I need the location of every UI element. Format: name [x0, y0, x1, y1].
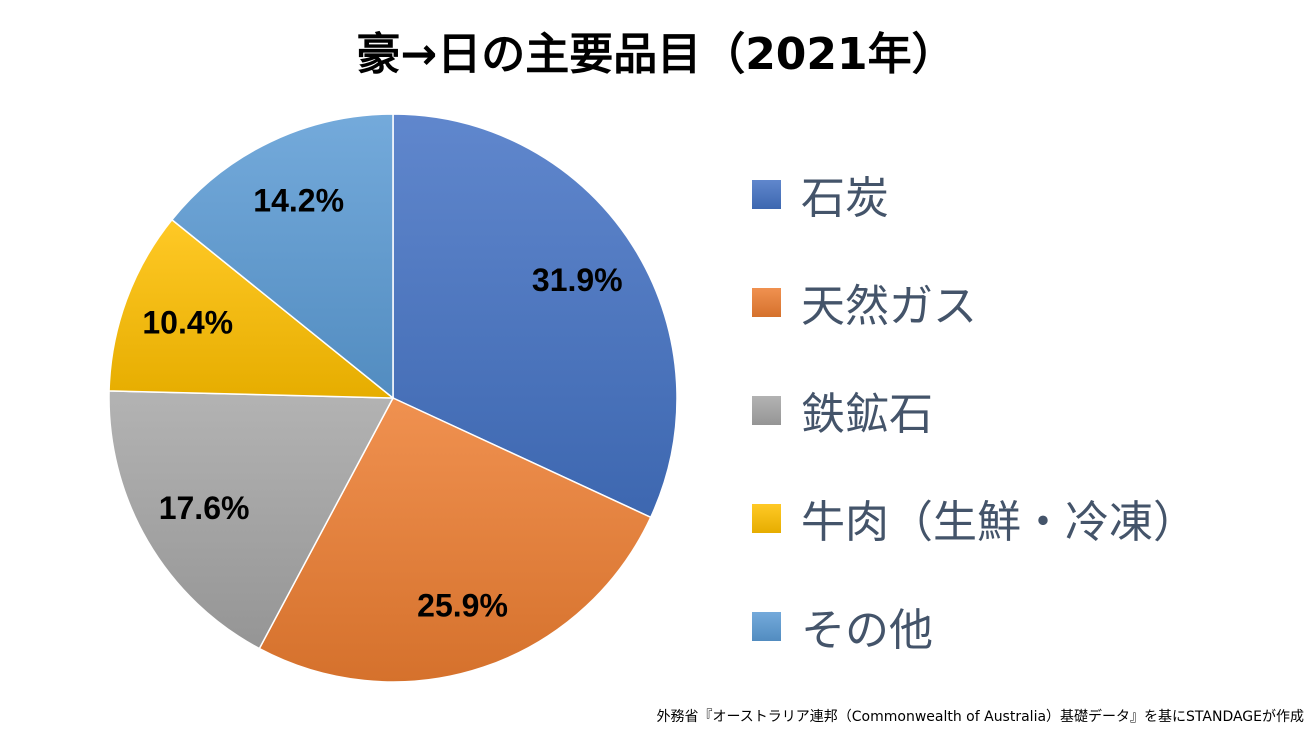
pie-slice [108, 218, 396, 399]
legend-item: 石炭 [752, 140, 1197, 248]
legend-item: 天然ガス [752, 248, 1197, 356]
pie-slice [108, 390, 395, 650]
pie-slice [392, 113, 678, 519]
legend-item: その他 [752, 572, 1197, 680]
chart-title: 豪→日の主要品目（2021年） [356, 29, 956, 80]
legend-swatch [752, 395, 781, 425]
data-label: 31.9% [532, 262, 623, 298]
legend-label: 天然ガス [801, 281, 977, 332]
legend-swatch [752, 611, 781, 641]
legend-swatch [752, 503, 781, 533]
source-note: 外務省『オーストラリア連邦（Commonwealth of Australia）… [656, 709, 1304, 725]
pie-slice [258, 397, 652, 683]
pie-slice [170, 113, 394, 400]
data-label: 17.6% [159, 490, 250, 526]
data-label: 10.4% [142, 305, 233, 341]
data-label: 25.9% [417, 587, 508, 623]
legend-item: 牛肉（生鮮・冷凍） [752, 464, 1197, 572]
legend: 石炭天然ガス鉄鉱石牛肉（生鮮・冷凍） その他 [752, 140, 1197, 680]
legend-item: 鉄鉱石 [752, 356, 1197, 464]
data-label: 14.2% [253, 183, 344, 219]
legend-swatch [752, 179, 781, 209]
legend-swatch [752, 287, 781, 317]
legend-label: 鉄鉱石 [801, 389, 933, 440]
legend-label: 牛肉（生鮮・冷凍） [801, 497, 1197, 548]
legend-label: その他 [801, 605, 933, 656]
legend-label: 石炭 [801, 173, 889, 224]
